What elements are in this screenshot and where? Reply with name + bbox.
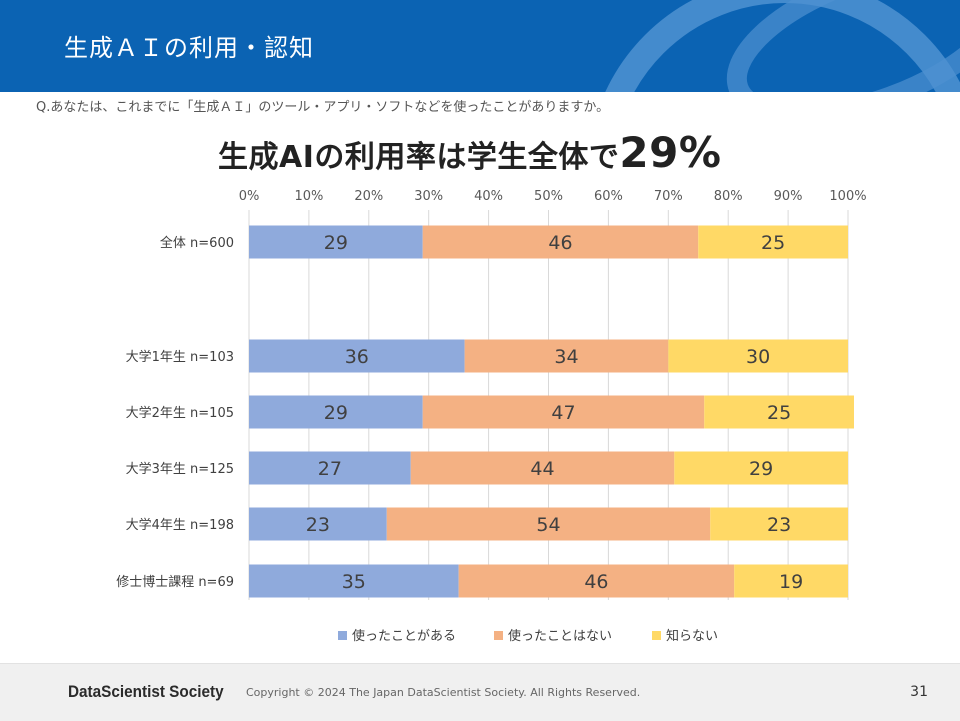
x-tick-label: 40% bbox=[474, 189, 503, 204]
bar-segment bbox=[674, 451, 848, 485]
legend-swatch bbox=[494, 631, 503, 640]
header-decoration bbox=[605, 0, 960, 92]
stacked-bar-chart: 0% 10% 20% 30% 40% 50% 60% 70% 80% 90% 100% 29 46 25… bbox=[116, 189, 867, 644]
headline-number: 29% bbox=[619, 128, 722, 177]
data-label: 29 bbox=[324, 402, 348, 424]
bar-segment bbox=[249, 564, 459, 598]
chart-headline: 生成AIの利用率は学生全体で29% bbox=[218, 128, 721, 177]
footer-logo: DataScientist Society bbox=[68, 682, 224, 701]
category-labels: 全体 n=600 大学1年生 n=103 大学2年生 n=105 大学3年生 n=12… bbox=[116, 235, 234, 590]
data-label: 25 bbox=[767, 402, 791, 424]
bar-segment bbox=[458, 564, 735, 598]
data-label: 54 bbox=[536, 514, 560, 536]
page-number: 31 bbox=[910, 684, 928, 700]
bars: 29 46 25 36 34 30 29 47 25 27 44 29 23 54 23 35 46 19 bbox=[249, 225, 854, 598]
category-label: 大学4年生 n=198 bbox=[126, 517, 234, 533]
bar-segment bbox=[710, 507, 848, 541]
legend-label: 知らない bbox=[666, 628, 718, 644]
legend-label: 使ったことがある bbox=[352, 628, 456, 644]
bar-segment bbox=[698, 225, 848, 259]
data-label: 44 bbox=[530, 458, 554, 480]
headline-text: 生成AIの利用率は学生全体で bbox=[218, 140, 620, 175]
x-tick-label: 80% bbox=[714, 189, 743, 204]
legend-label: 使ったことはない bbox=[508, 628, 612, 644]
legend-swatch bbox=[652, 631, 661, 640]
footer-copyright: Copyright © 2024 The Japan DataScientist… bbox=[246, 686, 641, 699]
x-tick-label: 60% bbox=[594, 189, 623, 204]
x-tick-label: 20% bbox=[354, 189, 383, 204]
category-label: 大学2年生 n=105 bbox=[126, 405, 234, 421]
x-tick-label: 90% bbox=[774, 189, 803, 204]
bar-segment bbox=[249, 507, 387, 541]
slide-footer: DataScientist Society Copyright © 2024 T… bbox=[0, 663, 960, 721]
bar-segment bbox=[386, 507, 711, 541]
bar-segment bbox=[422, 395, 705, 429]
data-label: 47 bbox=[551, 402, 575, 424]
data-label: 23 bbox=[306, 514, 330, 536]
x-axis-ticks: 0% 10% 20% 30% 40% 50% 60% 70% 80% 90% 100% bbox=[239, 189, 867, 204]
x-tick-label: 0% bbox=[239, 189, 260, 204]
bar-segment bbox=[249, 225, 423, 259]
data-label: 35 bbox=[342, 571, 366, 593]
legend: 使ったことがある 使ったことはない 知らない bbox=[338, 628, 718, 644]
data-label: 46 bbox=[548, 232, 572, 254]
data-label: 25 bbox=[761, 232, 785, 254]
page-title: 生成ＡＩの利用・認知 bbox=[64, 34, 314, 62]
bar-segment bbox=[668, 339, 848, 373]
x-tick-label: 30% bbox=[414, 189, 443, 204]
data-label: 36 bbox=[345, 346, 369, 368]
bar-segment bbox=[734, 564, 848, 598]
data-label: 29 bbox=[324, 232, 348, 254]
bar-segment bbox=[704, 395, 854, 429]
slide-header: 生成ＡＩの利用・認知 bbox=[0, 0, 960, 92]
category-label: 修士博士課程 n=69 bbox=[116, 574, 234, 590]
data-label: 34 bbox=[554, 346, 578, 368]
data-label: 23 bbox=[767, 514, 791, 536]
category-label: 大学3年生 n=125 bbox=[126, 461, 234, 477]
survey-question: Q.あなたは、これまでに「生成ＡＩ」のツール・アプリ・ソフトなどを使ったことがあ… bbox=[36, 100, 610, 115]
data-label: 19 bbox=[779, 571, 803, 593]
bar-segment bbox=[249, 339, 465, 373]
x-tick-label: 10% bbox=[294, 189, 323, 204]
bar-segment bbox=[249, 395, 423, 429]
bar-segment bbox=[464, 339, 669, 373]
legend-swatch bbox=[338, 631, 347, 640]
data-label: 30 bbox=[746, 346, 770, 368]
category-label: 大学1年生 n=103 bbox=[126, 349, 234, 365]
x-tick-label: 70% bbox=[654, 189, 683, 204]
data-label: 46 bbox=[584, 571, 608, 593]
bar-segment bbox=[249, 451, 411, 485]
category-label: 全体 n=600 bbox=[160, 235, 234, 251]
x-tick-label: 100% bbox=[829, 189, 866, 204]
x-tick-label: 50% bbox=[534, 189, 563, 204]
data-label: 27 bbox=[318, 458, 342, 480]
data-label: 29 bbox=[749, 458, 773, 480]
bar-segment bbox=[410, 451, 675, 485]
bar-segment bbox=[422, 225, 699, 259]
